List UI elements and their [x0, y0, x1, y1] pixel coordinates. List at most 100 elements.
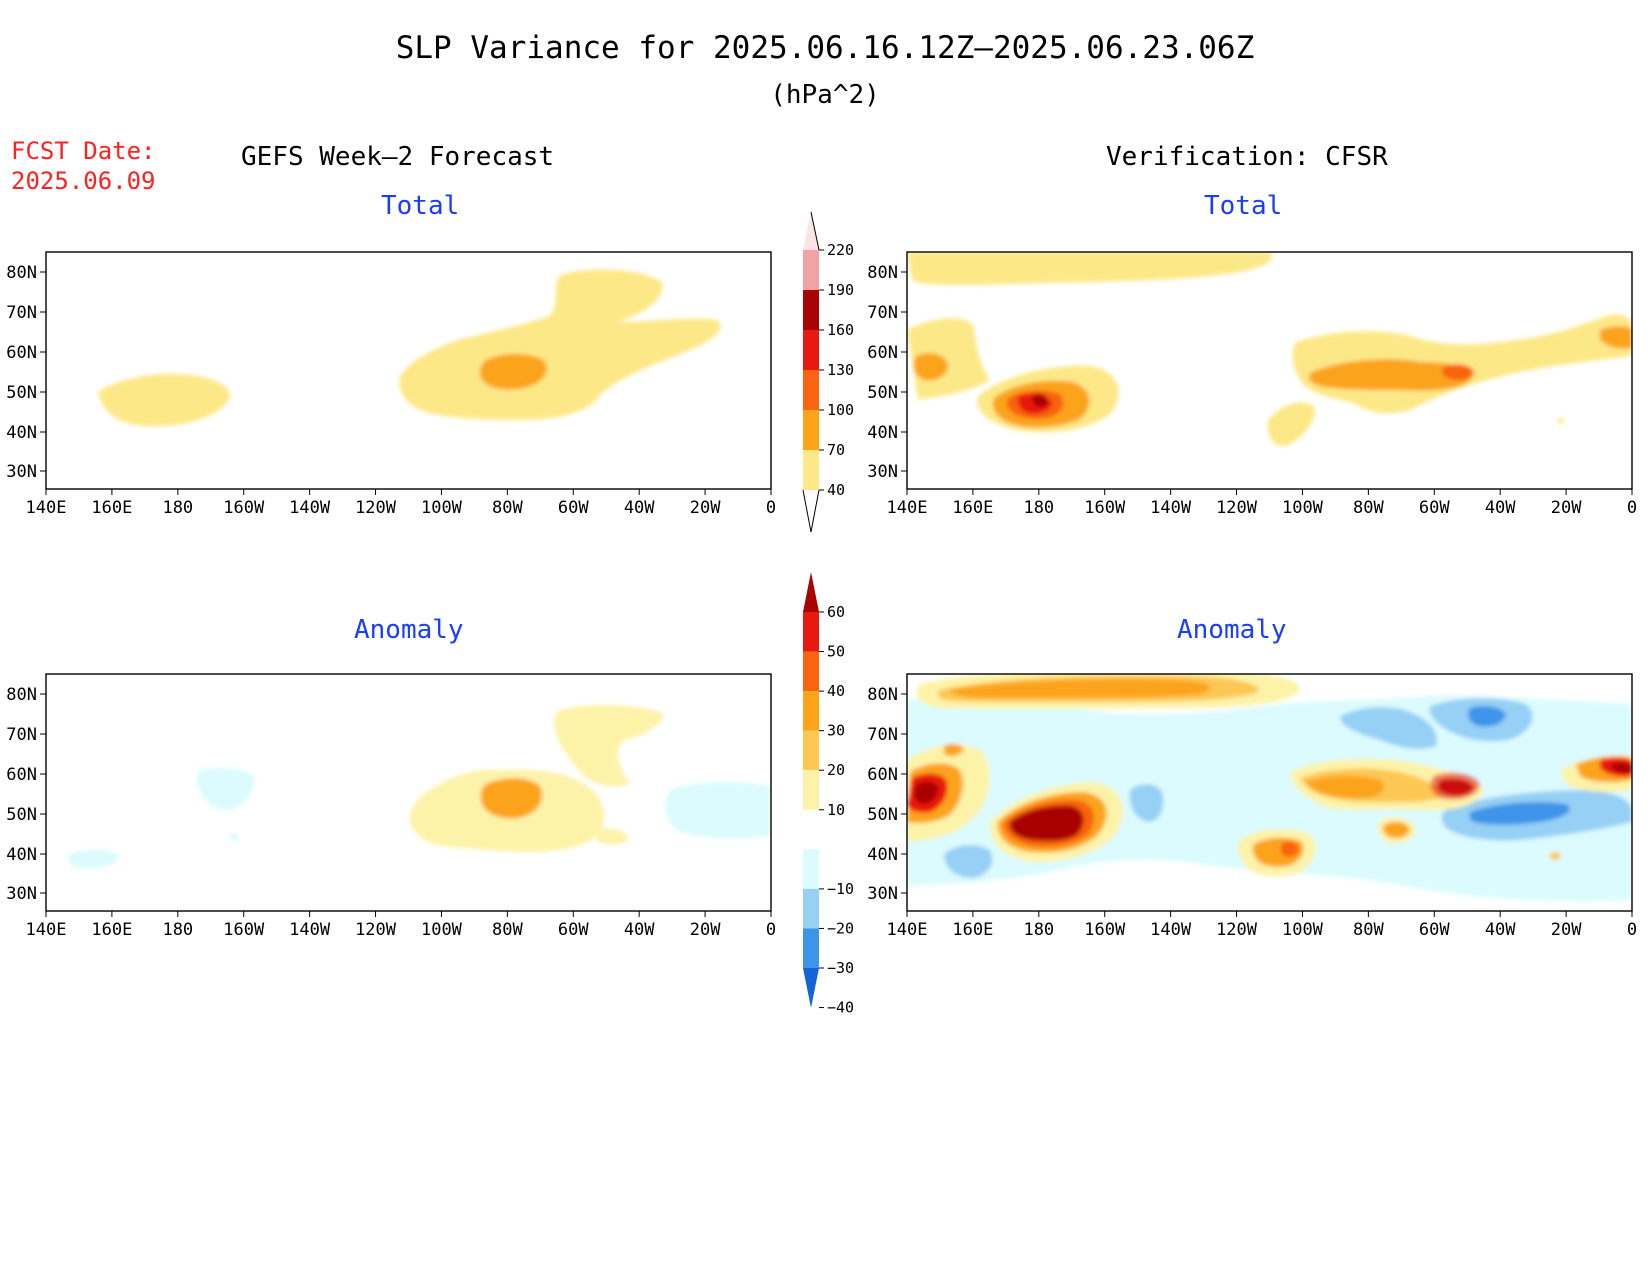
gefs-anomaly-lat-label: 30N: [6, 884, 37, 904]
gefs-total-lon-label: 0: [766, 498, 776, 518]
gefs-total-frame: [45, 251, 772, 490]
cfsr-anomaly-lon-label: 100W: [1282, 920, 1324, 940]
cfsr-total-coastline: [907, 261, 1625, 489]
cfsr-total-fill: [907, 252, 1632, 446]
gefs-total-lon-label: 120W: [355, 498, 397, 518]
anomaly-colorbar-label: 60: [827, 603, 845, 621]
gefs-total-lat-label: 50N: [6, 383, 37, 403]
figure-title: SLP Variance for 2025.06.16.12Z–2025.06.…: [395, 30, 1255, 66]
cfsr-total-lon-label: 160W: [1084, 498, 1126, 518]
anomaly-colorbar-label: −10: [827, 880, 854, 898]
gefs-total-lat-label: 60N: [6, 343, 37, 363]
units-label: (hPa^2): [770, 80, 880, 110]
cfsr-total-lon-label: 180: [1023, 498, 1054, 518]
left-column-title: GEFS Week–2 Forecast: [241, 142, 555, 172]
gefs-total-lon-label: 80W: [492, 498, 523, 518]
cfsr-total-lat-label: 60N: [867, 343, 898, 363]
anomaly-colorbar-segment: [803, 612, 819, 652]
gefs-total-lon-label: 100W: [421, 498, 463, 518]
gefs-total-lon-label: 180: [162, 498, 193, 518]
cfsr-total-lat-label: 40N: [867, 423, 898, 443]
cfsr-total-lon-label: 40W: [1485, 498, 1516, 518]
gefs-anomaly-lat-label: 80N: [6, 685, 37, 705]
total-colorbar-segment: [803, 370, 819, 410]
cfsr-total-lon-label: 20W: [1551, 498, 1582, 518]
cfsr-total-lon-label: 160E: [952, 498, 993, 518]
total-colorbar-label: 100: [827, 401, 854, 419]
anomaly-colorbar-label: −20: [827, 919, 854, 937]
anomaly-colorbar-label: −40: [827, 999, 854, 1017]
total-colorbar-label: 190: [827, 281, 854, 299]
gefs-anomaly-lon-label: 120W: [355, 920, 397, 940]
gefs-total-lon-label: 140W: [289, 498, 331, 518]
cfsr-anomaly-lat-label: 30N: [867, 884, 898, 904]
anomaly-colorbar-top-arrow: [803, 572, 819, 612]
cfsr-anomaly-lat-label: 50N: [867, 805, 898, 825]
total-colorbar-segment: [803, 410, 819, 450]
anomaly-colorbar-segment: [803, 651, 819, 692]
cfsr-total-frame: [906, 251, 1633, 490]
cfsr-total-lat-label: 70N: [867, 303, 898, 323]
gefs-anomaly-lat-label: 40N: [6, 845, 37, 865]
gefs-total-fill: [98, 269, 721, 427]
gefs-anomaly-lon-label: 180: [162, 920, 193, 940]
cfsr-anomaly-lon-label: 40W: [1485, 920, 1516, 940]
cfsr-anomaly-panel: 80N 70N 60N 50N 40N 30N 140E 160E 180 160W 140W 120…: [867, 673, 1637, 940]
gefs-anomaly-lon-label: 0: [766, 920, 776, 940]
anomaly-colorbar-segment: [803, 888, 819, 929]
gefs-anomaly-lat-label: 60N: [6, 765, 37, 785]
gefs-anomaly-subtitle: Anomaly: [354, 615, 464, 645]
cfsr-total-subtitle: Total: [1204, 191, 1283, 221]
cfsr-anomaly-lon-label: 160W: [1084, 920, 1126, 940]
gefs-anomaly-lon-label: 60W: [558, 920, 589, 940]
total-colorbar-label: 70: [827, 441, 845, 459]
cfsr-total-lon-label: 80W: [1353, 498, 1384, 518]
cfsr-total-lat-label: 80N: [867, 263, 898, 283]
total-colorbar-segment: [803, 330, 819, 370]
gefs-total-panel: 80N 70N 60N 50N 40N 30N 140E 160E 180 160W 140W 120…: [6, 251, 776, 518]
gefs-anomaly-lon-label: 140E: [26, 920, 67, 940]
cfsr-total-lon-label: 140W: [1150, 498, 1192, 518]
total-colorbar-bottom-arrow: [802, 489, 820, 533]
anomaly-colorbar-label: −30: [827, 959, 854, 977]
gefs-anomaly-lon-label: 20W: [690, 920, 721, 940]
cfsr-anomaly-lon-label: 60W: [1419, 920, 1450, 940]
gefs-total-lat-label: 40N: [6, 423, 37, 443]
gefs-anomaly-frame: [45, 673, 772, 912]
anomaly-colorbar-segment: [803, 928, 819, 968]
total-colorbar-segment: [803, 250, 819, 290]
cfsr-anomaly-lat-label: 70N: [867, 725, 898, 745]
cfsr-anomaly-lon-label: 80W: [1353, 920, 1384, 940]
cfsr-anomaly-lon-label: 120W: [1216, 920, 1258, 940]
anomaly-colorbar-segment: [803, 849, 819, 889]
anomaly-colorbar-segment: [803, 809, 819, 850]
gefs-anomaly-lon-label: 100W: [421, 920, 463, 940]
gefs-total-lon-label: 20W: [690, 498, 721, 518]
cfsr-total-panel: 80N 70N 60N 50N 40N 30N 140E 160E 180 160W 140W 120…: [867, 251, 1637, 518]
cfsr-total-lon-label: 140E: [887, 498, 928, 518]
cfsr-anomaly-lon-label: 20W: [1551, 920, 1582, 940]
gefs-anomaly-lon-label: 40W: [624, 920, 655, 940]
total-colorbar-label: 220: [827, 241, 854, 259]
anomaly-colorbar-segment: [803, 730, 819, 771]
cfsr-anomaly-frame: [906, 673, 1633, 912]
total-colorbar-label: 40: [827, 481, 845, 499]
gefs-anomaly-lon-label: 160E: [91, 920, 132, 940]
cfsr-total-lon-label: 120W: [1216, 498, 1258, 518]
gefs-total-lat-label: 30N: [6, 462, 37, 482]
gefs-total-lon-label: 140E: [26, 498, 67, 518]
forecast-date-label: FCST Date:: [11, 137, 156, 165]
forecast-date-value: 2025.06.09: [11, 167, 156, 195]
anomaly-colorbar-label: 10: [827, 801, 845, 819]
anomaly-colorbar-label: 30: [827, 722, 845, 740]
gefs-total-lon-label: 160E: [91, 498, 132, 518]
cfsr-anomaly-fill: [907, 674, 1632, 902]
gefs-anomaly-lon-label: 140W: [289, 920, 331, 940]
cfsr-total-lon-label: 100W: [1282, 498, 1324, 518]
cfsr-total-lon-label: 60W: [1419, 498, 1450, 518]
anomaly-colorbar: 60 50 40 30 20 10 −10 −20 −30 −40: [803, 572, 854, 1017]
gefs-anomaly-lon-label: 80W: [492, 920, 523, 940]
total-colorbar-segment: [803, 290, 819, 330]
gefs-anomaly-lat-label: 70N: [6, 725, 37, 745]
gefs-anomaly-panel: 80N 70N 60N 50N 40N 30N 140E 160E 180 160W 140W 120…: [6, 673, 776, 940]
